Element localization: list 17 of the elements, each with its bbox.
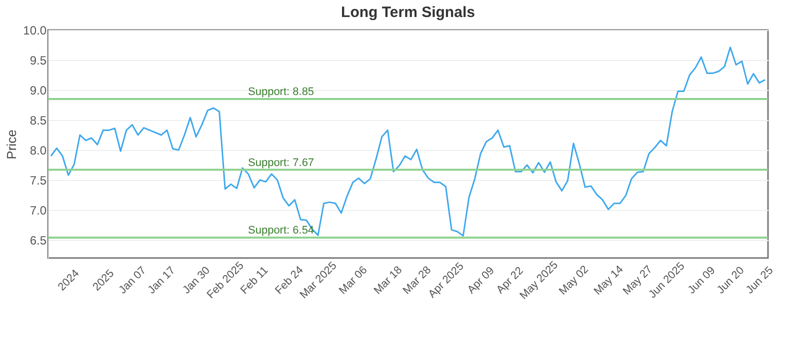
y-tick-label: 9.0: [30, 84, 47, 98]
ref-line-label: Support: 8.85: [248, 86, 314, 98]
x-tick-label: Mar 06: [336, 264, 370, 297]
y-tick-label: 10.0: [23, 24, 47, 38]
y-tick-label: 6.5: [30, 234, 47, 248]
ref-line-label: Support: 6.54: [248, 224, 314, 237]
y-tick-label: 8.5: [30, 114, 47, 128]
y-tick-label: 8.0: [30, 144, 47, 158]
y-axis-title: Price: [4, 130, 20, 160]
line-series: [50, 46, 766, 237]
ref-line-label: Support: 7.67: [248, 156, 314, 169]
chart-title: Long Term Signals: [341, 4, 475, 21]
y-tick-label: 7.5: [30, 174, 47, 188]
x-tick-label: Apr 09: [465, 264, 497, 296]
y-tick-label: 7.0: [30, 204, 47, 218]
y-tick-label: 9.5: [30, 54, 47, 68]
x-tick-label: May 02: [556, 264, 591, 298]
